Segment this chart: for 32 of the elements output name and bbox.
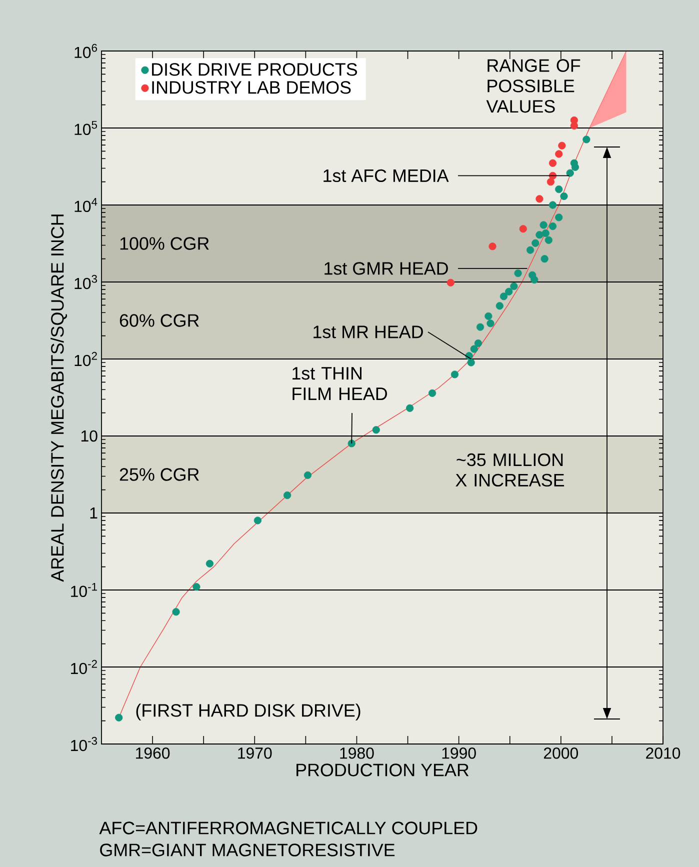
annotation: 1st AFC MEDIA	[324, 169, 449, 182]
x-tick-label: 1990	[442, 748, 476, 759]
legend-label: DISK DRIVE PRODUCTS	[152, 63, 357, 76]
x-tick-label: 2000	[544, 748, 578, 759]
x-tick-label: 1970	[238, 748, 272, 759]
legend-label: INDUSTRY LAB DEMOS	[152, 81, 351, 94]
annotation: 1st GMR HEAD	[324, 262, 448, 275]
annotation: 1st THIN FILM HEAD	[292, 367, 387, 400]
annotation: (FIRST HARD DISK DRIVE)	[136, 704, 360, 720]
text: AFC=ANTIFERROMAGNETICALLY COUPLED	[99, 822, 478, 834]
y-tick-label: 10$^{3}$	[74, 274, 97, 290]
x-tick-label: 2010	[646, 748, 680, 759]
x-axis-title: PRODUCTION YEAR	[296, 764, 469, 776]
y-tick-label: 10$^{6}$	[74, 44, 97, 58]
y-tick-label: 10$^{-3}$	[71, 736, 97, 752]
band-label: 60% CGR	[120, 314, 199, 327]
band-label: 25% CGR	[120, 468, 199, 481]
y-tick-label: 10$^{2}$	[74, 352, 97, 366]
y-tick-label: 10$^{-1}$	[71, 582, 97, 598]
x-tick-label: 1980	[340, 748, 374, 759]
y-tick-label: 10	[81, 430, 98, 442]
y-axis-title: AREAL DENSITY MEGABITS/SQUARE INCH	[50, 214, 67, 582]
annotation: 1st MR HEAD	[314, 326, 423, 338]
y-tick-label: 10$^{-2}$	[71, 660, 97, 674]
x-tick-label: 1960	[136, 748, 170, 759]
annotation: ~35 MILLION X INCREASE	[456, 453, 564, 487]
band-label: 100% CGR	[120, 237, 209, 250]
y-tick-label: 10$^{4}$	[74, 198, 98, 212]
y-tick-label: 1	[90, 508, 98, 518]
annotation: RANGE OF POSSIBLE VALUES	[486, 59, 580, 113]
text: GMR=GIANT MAGNETORESISTIVE	[100, 844, 395, 856]
y-tick-label: 10$^{5}$	[74, 120, 98, 136]
